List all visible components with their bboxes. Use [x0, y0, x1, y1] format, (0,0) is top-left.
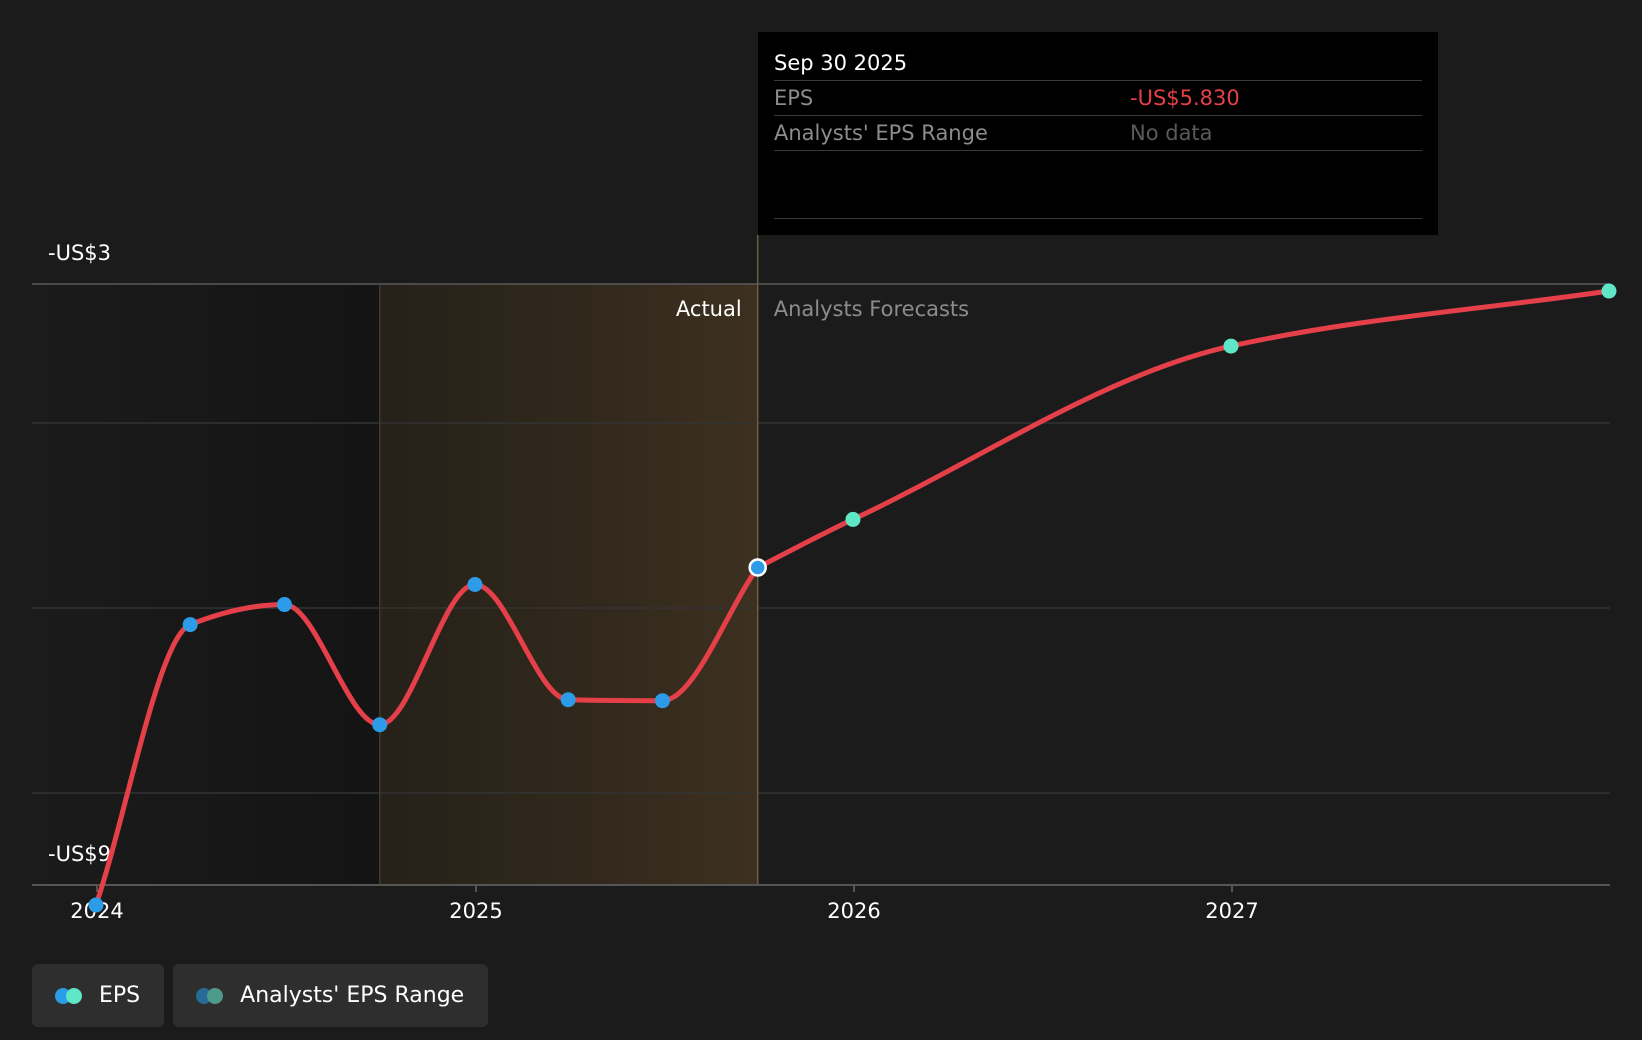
- tooltip-date: Sep 30 2025: [774, 46, 1422, 81]
- actual-region-shading: [379, 284, 758, 885]
- eps-forecast-point[interactable]: [1223, 338, 1239, 354]
- tooltip-range-label: Analysts' EPS Range: [774, 121, 988, 145]
- legend-item-eps[interactable]: EPS: [32, 964, 165, 1027]
- legend-eps-dot-forecast: [66, 987, 82, 1004]
- eps-series-line-forecast: [755, 288, 1612, 570]
- eps-actual-point[interactable]: [372, 717, 388, 733]
- tooltip-eps-value: -US$5.830: [1130, 86, 1240, 110]
- actual-region-label: Actual: [676, 297, 742, 321]
- eps-actual-point[interactable]: [88, 897, 104, 913]
- legend-item-eps-range[interactable]: Analysts' EPS Range: [173, 964, 489, 1027]
- legend-range-dot-forecast: [207, 987, 224, 1004]
- legend: EPS Analysts' EPS Range: [32, 964, 489, 1027]
- eps-highlight-point[interactable]: [748, 558, 767, 577]
- x-tick-label: 2027: [1205, 899, 1258, 923]
- eps-actual-point[interactable]: [467, 577, 483, 592]
- eps-forecast-point[interactable]: [845, 511, 861, 527]
- tooltip-eps-row: EPS -US$5.830: [774, 81, 1422, 116]
- eps-actual-point[interactable]: [276, 597, 292, 613]
- x-tick-label: 2026: [827, 899, 880, 923]
- tooltip: Sep 30 2025 EPS -US$5.830 Analysts' EPS …: [758, 32, 1438, 235]
- tooltip-divider: [774, 218, 1422, 219]
- legend-eps-dots-icon: [55, 987, 85, 1005]
- legend-range-dots-icon: [196, 987, 226, 1005]
- y-tick-label: -US$9: [48, 842, 111, 866]
- legend-eps-label: EPS: [99, 983, 141, 1008]
- tooltip-range-value: No data: [1130, 121, 1213, 145]
- legend-range-label: Analysts' EPS Range: [240, 983, 465, 1008]
- x-tick-label: 2025: [449, 899, 502, 923]
- past-region: [32, 284, 380, 885]
- forecast-region-label: Analysts Forecasts: [774, 297, 969, 321]
- tooltip-eps-label: EPS: [774, 86, 814, 110]
- eps-actual-point[interactable]: [654, 693, 670, 709]
- y-tick-label: -US$3: [48, 241, 111, 265]
- tooltip-range-row: Analysts' EPS Range No data: [774, 116, 1422, 151]
- eps-actual-point[interactable]: [560, 692, 576, 708]
- eps-forecast-point[interactable]: [1601, 283, 1617, 299]
- eps-actual-point[interactable]: [182, 617, 198, 633]
